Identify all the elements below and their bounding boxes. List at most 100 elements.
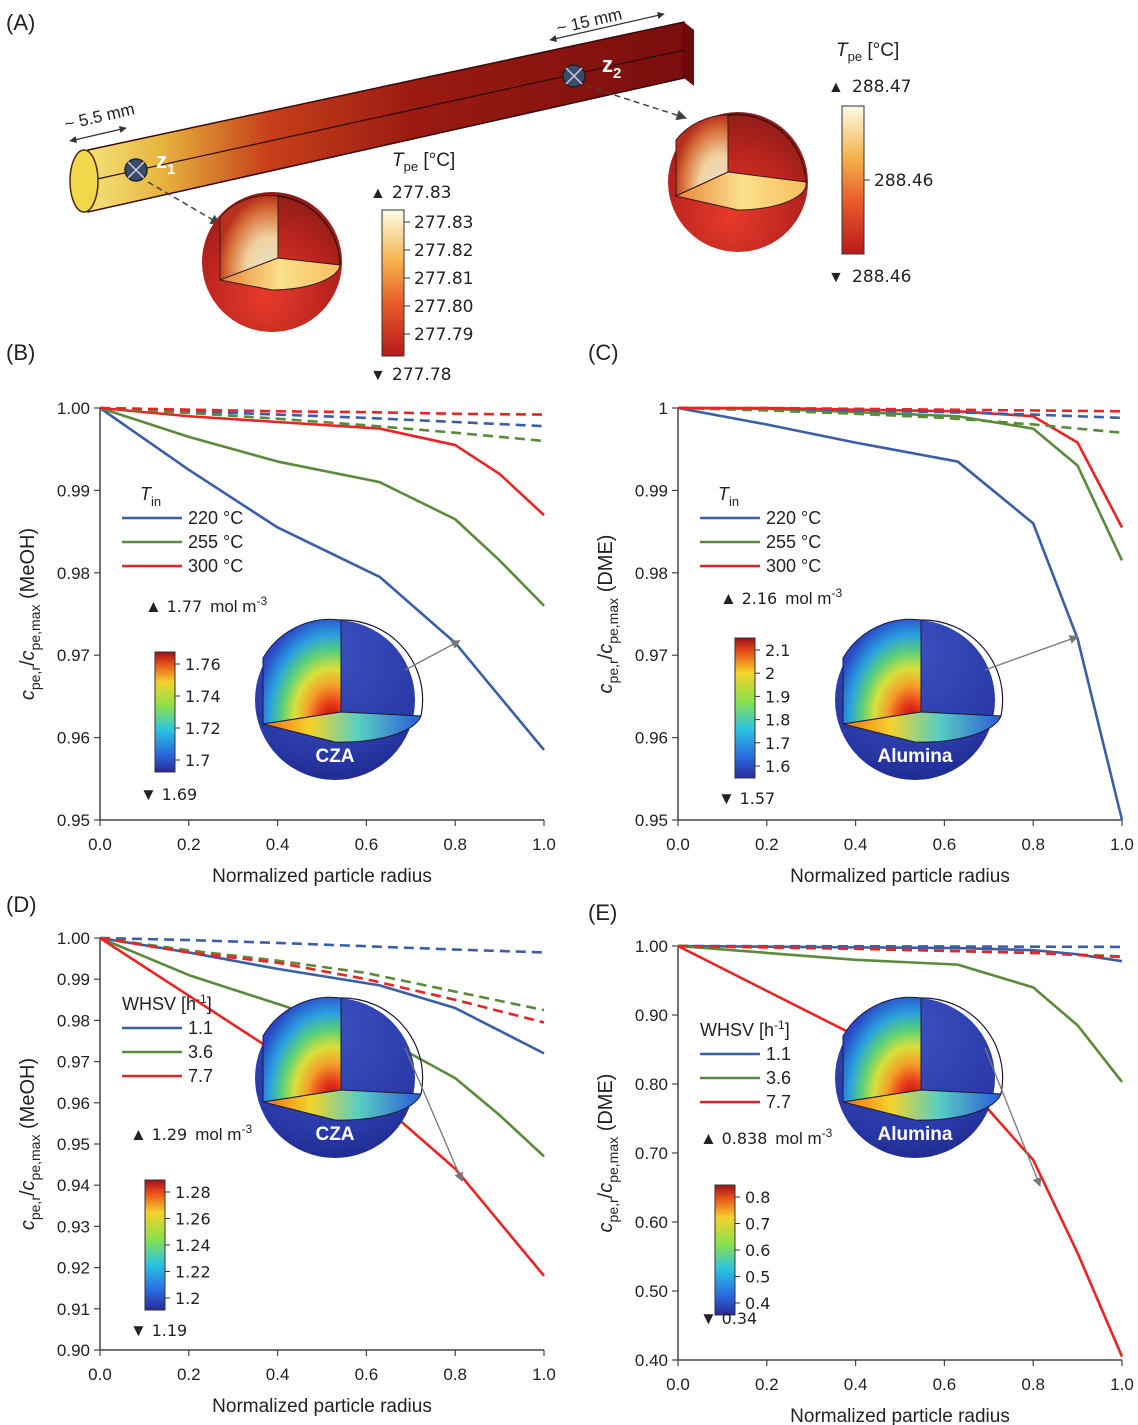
conc-legend-tick: 2	[765, 664, 775, 683]
conc-legend-tick: 1.9	[765, 687, 790, 706]
legend-min-marker: ▼	[828, 269, 844, 286]
z2-marker: z2	[562, 52, 621, 88]
x-axis-label: Normalized particle radius	[790, 1406, 1010, 1425]
y-tick-label: 0.98	[57, 1011, 90, 1030]
x-tick-label: 0.8	[1021, 835, 1045, 854]
x-tick-label: 1.0	[1110, 835, 1134, 854]
x-tick-label: 0.4	[266, 835, 290, 854]
y-tick-label: 0.91	[57, 1300, 90, 1319]
particle-sphere-alumina: Alumina	[835, 618, 1004, 780]
inset-pointer-arrow	[984, 1047, 1042, 1187]
y-tick-label: 0.93	[57, 1217, 90, 1236]
conc-legend-tick: 0.4	[745, 1294, 770, 1313]
series-line-green	[99, 406, 545, 607]
x-tick-label: 1.0	[1110, 1375, 1134, 1394]
x-tick-label: 0.2	[755, 1375, 779, 1394]
legend-title: Tin	[718, 484, 739, 509]
temp-legend-1-tick: 277.79	[414, 325, 473, 345]
legend-min-marker: ▼	[370, 367, 386, 384]
conc-legend-tick: 1.76	[185, 655, 221, 674]
y-tick-label: 0.97	[635, 646, 668, 665]
y-tick-label: 1	[659, 399, 668, 418]
x-tick-label: 0.8	[1021, 1375, 1045, 1394]
conc-legend-min: ▼ 1.19	[130, 1321, 187, 1340]
reactor-rod	[69, 21, 694, 213]
series-dashed-red	[99, 406, 545, 416]
series-line-blue	[99, 406, 546, 751]
conc-legend-tick: 1.24	[175, 1236, 211, 1255]
y-tick-label: 0.80	[635, 1075, 668, 1094]
chart-panel-d: (D) 0.90 0.91 0.92 0.93 0.94 0.95 0.96 0.97 0.98 0…	[6, 892, 556, 1417]
conc-legend-max: ▲ 1.77 mol m-3	[145, 594, 267, 616]
y-tick-label: 1.00	[635, 937, 668, 956]
conc-legend-tick: 1.7	[185, 751, 210, 770]
y-axis-label: cpe,r/cpe,max (DME)	[595, 1074, 621, 1233]
x-tick-label: 0.6	[933, 835, 957, 854]
particle-name: CZA	[315, 746, 354, 767]
x-tick-label: 0.2	[177, 835, 201, 854]
particle-sphere-z2	[668, 112, 808, 252]
conc-colorbar	[734, 637, 756, 779]
conc-legend-tick: 1.72	[185, 719, 221, 738]
z1-marker: z1	[124, 148, 175, 182]
dim-right-label: ~ 15 mm	[555, 4, 624, 37]
particle-name: Alumina	[878, 1124, 953, 1145]
y-tick-label: 0.98	[635, 564, 668, 583]
panel-label: (B)	[6, 340, 35, 365]
particle-sphere-cza: CZA	[255, 996, 424, 1158]
y-tick-label: 0.99	[635, 481, 668, 500]
conc-legend-tick: 0.7	[745, 1215, 770, 1234]
x-tick-label: 0.6	[933, 1375, 957, 1394]
particle-name: Alumina	[878, 746, 953, 767]
panel-a-label: (A)	[6, 10, 35, 35]
x-tick-label: 1.0	[532, 1365, 556, 1384]
temp-colorbar-2	[841, 105, 865, 255]
y-tick-label: 0.95	[57, 1135, 90, 1154]
legend-entry: 3.6	[766, 1068, 791, 1088]
legend-entry: 300 °C	[188, 556, 243, 576]
temp-legend-2-min: 288.46	[852, 267, 911, 287]
x-tick-label: 0.6	[355, 835, 379, 854]
conc-colorbar	[714, 1184, 736, 1316]
series-dashed-red	[678, 406, 1123, 413]
y-tick-label: 0.96	[57, 729, 90, 748]
particle-sphere-cza: CZA	[255, 618, 424, 780]
x-tick-label: 0.4	[266, 1365, 290, 1384]
legend-entry: 220 °C	[766, 508, 821, 528]
y-tick-label: 0.97	[57, 646, 90, 665]
svg-text:z2: z2	[602, 52, 621, 82]
x-tick-label: 0.0	[666, 835, 690, 854]
series-dashed-green	[677, 406, 1123, 435]
y-tick-label: 0.60	[635, 1213, 668, 1232]
dim-left-line	[69, 125, 127, 144]
chart-panel-c: (C) 0.95 0.96 0.97 0.98 0.99 1 0.0 0.2 0.4 0.6 0.8 1…	[588, 340, 1134, 887]
y-axis-label: cpe,r/cpe,max (MeOH)	[17, 528, 43, 700]
legend-entry: 7.7	[188, 1066, 213, 1086]
conc-legend-tick: 1.28	[175, 1183, 211, 1202]
x-tick-label: 0.0	[88, 1365, 112, 1384]
legend-entry: 255 °C	[188, 532, 243, 552]
conc-legend-tick: 1.26	[175, 1210, 211, 1229]
x-tick-label: 1.0	[532, 835, 556, 854]
temp-legend-1-min: 277.78	[392, 365, 451, 385]
series-line-red	[99, 406, 545, 517]
x-tick-label: 0.8	[443, 835, 467, 854]
x-axis-label: Normalized particle radius	[790, 866, 1010, 887]
legend-entry: 3.6	[188, 1042, 213, 1062]
x-tick-label: 0.2	[755, 835, 779, 854]
y-tick-label: 0.90	[635, 1006, 668, 1025]
y-tick-label: 0.92	[57, 1259, 90, 1278]
conc-legend-max: ▲ 0.838 mol m-3	[700, 1126, 833, 1148]
y-tick-label: 0.99	[57, 970, 90, 989]
series-dashed-blue	[677, 944, 1123, 949]
temp-colorbar-1	[381, 209, 405, 357]
temp-legend-2-max: 288.47	[852, 77, 911, 97]
temp-legend-1-tick: 277.81	[414, 269, 473, 289]
temp-legend-1-max: 277.83	[392, 183, 451, 203]
y-tick-label: 0.96	[635, 729, 668, 748]
y-tick-label: 0.40	[635, 1351, 668, 1370]
dim-right-line	[549, 11, 665, 43]
x-tick-label: 0.4	[844, 1375, 868, 1394]
temp-legend-1-tick: 277.82	[414, 241, 473, 261]
chart-panel-b: (B) 0.95 0.96 0.97 0.98 0.99 1.00 0.0 0.2 0.4 0.6 0…	[6, 340, 556, 887]
